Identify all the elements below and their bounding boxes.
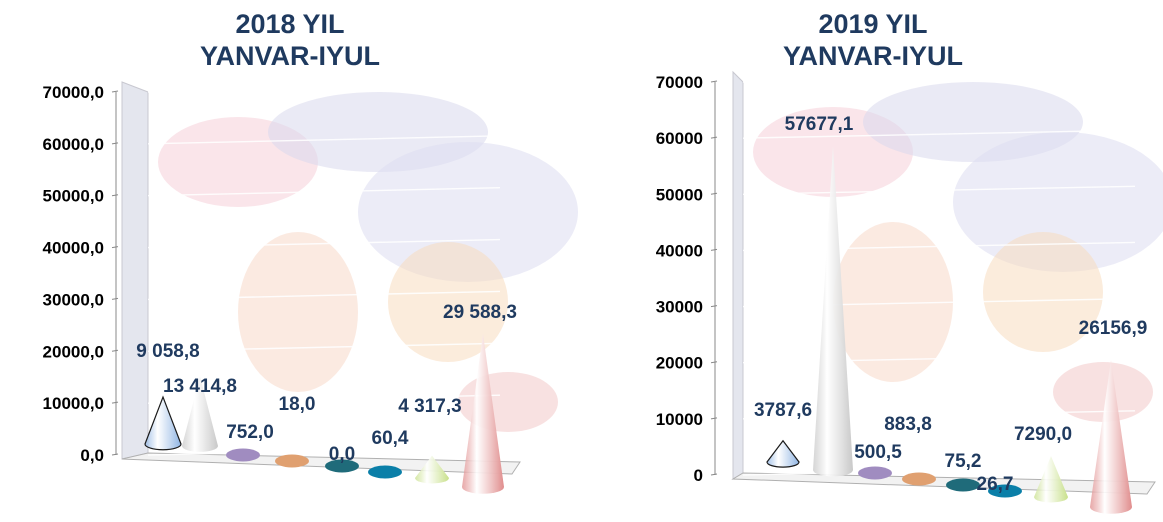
gridline (147, 342, 501, 352)
cone-bar (813, 146, 853, 477)
cone-bar (902, 472, 936, 486)
y-tick-mark (111, 297, 119, 300)
data-label: 75,2 (945, 451, 982, 472)
y-tick-label: 40000 (656, 241, 703, 260)
chart-plot-2018: 0,0 10000,0 20000,0 30000,0 40000,0 50000,0 60… (43, 81, 578, 494)
gridline (742, 129, 1136, 139)
y-tick-mark (710, 80, 718, 83)
y-tick-label: 70000 (656, 73, 703, 92)
cone-bar (766, 439, 800, 468)
world-map-shape (358, 142, 578, 282)
y-tick-label: 50000,0 (43, 187, 104, 206)
data-label: 883,8 (884, 414, 932, 435)
y-tick-mark (111, 90, 119, 93)
world-map-shape (983, 232, 1103, 352)
y-tick-mark (710, 136, 718, 139)
y-tick-mark (111, 142, 119, 145)
data-label: 26156,9 (1079, 318, 1148, 339)
cone-bar (1090, 360, 1132, 514)
floor (121, 452, 521, 475)
y-tick-label: 30000,0 (43, 290, 104, 309)
y-tick-label: 70000,0 (43, 83, 104, 102)
chart-title-line1: 2018 YIL (235, 9, 345, 39)
chart-title-line1: 2019 YIL (818, 9, 928, 39)
world-map-shape (833, 222, 953, 382)
y-tick-mark (111, 401, 119, 404)
y-tick-mark (111, 246, 119, 249)
world-map-shape (238, 232, 358, 392)
data-label: 57677,1 (785, 114, 854, 135)
gridline (742, 354, 1136, 364)
gridline (147, 238, 501, 249)
floor (731, 472, 1156, 495)
gridline (742, 297, 1136, 308)
data-label: 7290,0 (1014, 424, 1072, 445)
gridline (147, 187, 501, 197)
cone-bar (946, 478, 980, 492)
y-tick-label: 20000,0 (43, 342, 104, 361)
gridline (147, 446, 501, 456)
data-label: 18,0 (279, 394, 316, 415)
data-label: 3787,6 (754, 400, 812, 421)
data-label: 60,4 (372, 428, 409, 449)
y-tick-mark (111, 349, 119, 352)
side-wall (732, 70, 744, 480)
cone-bar (144, 395, 182, 451)
cone-bar (415, 455, 449, 484)
gridline (147, 394, 501, 404)
y-tick-label: 10000,0 (43, 394, 104, 413)
y-tick-label: 20000 (656, 354, 703, 373)
side-wall (121, 81, 149, 460)
y-tick-label: 40000,0 (43, 239, 104, 258)
y-tick-label: 30000 (656, 298, 703, 317)
gridline (742, 410, 1136, 420)
gridline (147, 135, 501, 145)
cone-bar (226, 448, 260, 462)
y-tick-mark (111, 194, 119, 197)
cone-bar (275, 454, 309, 468)
y-tick-label: 60000 (656, 129, 703, 148)
gridline (742, 185, 1136, 195)
y-tick-mark (710, 248, 718, 251)
world-map-shape (953, 132, 1163, 272)
y-tick-label: 0,0 (80, 446, 104, 465)
y-tick-mark (710, 473, 718, 476)
data-label: 500,5 (854, 442, 902, 463)
y-tick-mark (710, 192, 718, 195)
y-tick-label: 50000 (656, 185, 703, 204)
y-tick-mark (710, 417, 718, 420)
cone-bar (988, 484, 1022, 498)
world-map-shape (1053, 362, 1153, 422)
chart-title-line2: YANVAR-IYUL (782, 41, 964, 71)
chart-2019: 2019 YIL YANVAR-IYUL 0 10000 20000 30000 400… (583, 0, 1163, 522)
data-label: 26,7 (977, 474, 1014, 495)
y-tick-mark (710, 305, 718, 308)
data-label: 13 414,8 (163, 376, 237, 397)
gridline (147, 290, 501, 301)
data-label: 29 588,3 (443, 302, 517, 323)
y-tick-label: 0 (694, 466, 703, 485)
cone-bar (462, 333, 504, 494)
data-label: 752,0 (226, 422, 274, 443)
world-map-shape (388, 242, 508, 362)
chart-plot-2019: 0 10000 20000 30000 40000 50000 60000 70000 3787… (656, 70, 1163, 514)
data-label: 9 058,8 (136, 341, 199, 362)
y-tick-mark (710, 361, 718, 364)
data-label: 4 317,3 (398, 396, 461, 417)
cone-bar (182, 376, 218, 452)
cone-bar (1034, 456, 1068, 503)
gridline (742, 466, 1136, 476)
y-tick-label: 60000,0 (43, 135, 104, 154)
gridline (147, 83, 501, 93)
gridline (742, 241, 1136, 252)
gridline (742, 73, 1136, 83)
cone-bar (325, 459, 359, 473)
cone-bar (858, 466, 892, 480)
chart-title-line2: YANVAR-IYUL (199, 41, 381, 71)
chart-2018: 2018 YIL YANVAR-IYUL 0,0 10000,0 20000,0 30… (0, 0, 580, 522)
cone-bar (368, 465, 402, 479)
data-label: 0,0 (329, 444, 355, 465)
y-tick-label: 10000 (656, 410, 703, 429)
y-tick-mark (111, 453, 119, 456)
